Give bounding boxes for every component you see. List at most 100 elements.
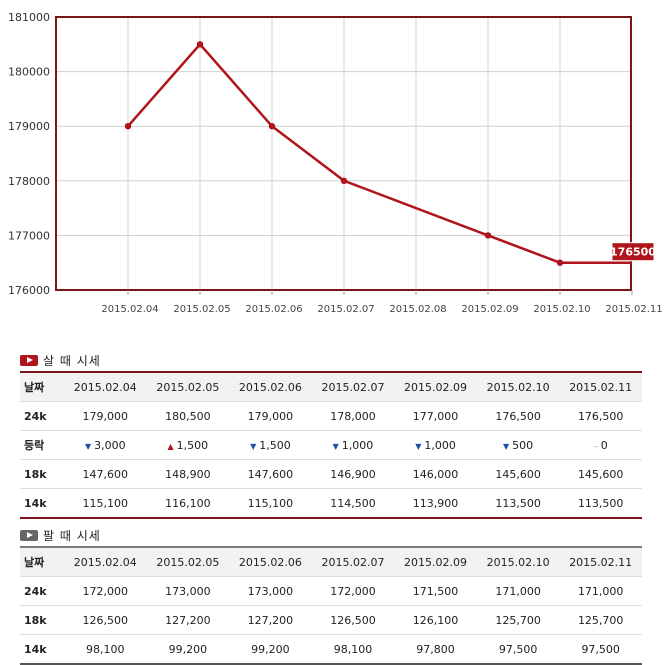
y-tick-label: 176000 xyxy=(8,284,50,297)
price-cell: 115,100 xyxy=(64,488,147,519)
price-cell: 171,500 xyxy=(394,576,477,606)
buy-price-title: 살 때 시세 xyxy=(43,353,101,368)
up-arrow-icon: ▲ xyxy=(167,441,174,451)
y-tick-label: 180000 xyxy=(8,66,50,79)
date-header-cell: 2015.02.10 xyxy=(476,547,560,577)
date-header-cell: 2015.02.11 xyxy=(559,372,642,402)
last-value-label: 176500 xyxy=(610,246,656,259)
down-arrow-icon: ▼ xyxy=(503,441,510,451)
row-label: 18k xyxy=(20,605,64,635)
price-cell: 180,500 xyxy=(146,401,230,431)
last-value-badge xyxy=(611,242,655,262)
row-label: 14k xyxy=(20,634,64,665)
price-cell: 148,900 xyxy=(146,459,230,489)
price-cell: 147,600 xyxy=(64,459,147,489)
price-cell: 145,600 xyxy=(476,459,560,489)
down-arrow-icon: ▼ xyxy=(332,441,339,451)
flat-dash-icon: – xyxy=(593,441,598,451)
change-value: 3,000 xyxy=(94,438,126,452)
buy-price-section: 살 때 시세 날짜 2015.02.04 2015.02.05 2015.02.06 2… xyxy=(20,349,642,519)
price-cell: ▼ 1,000 xyxy=(394,430,477,460)
row-label: 24k xyxy=(20,401,64,431)
price-cell: 126,500 xyxy=(64,605,147,635)
x-tick-label: 2015.02.09 xyxy=(461,304,518,315)
table-row: 14k 98,100 99,200 99,200 98,100 97,800 97,500 9… xyxy=(20,634,642,665)
series-line xyxy=(127,42,632,264)
price-cell: ▼ 3,000 xyxy=(64,430,147,460)
price-cell: 116,100 xyxy=(146,488,230,519)
date-column-header: 날짜 xyxy=(20,547,64,577)
price-cell: 171,000 xyxy=(476,576,560,606)
down-arrow-icon: ▼ xyxy=(415,441,422,451)
sell-price-header: 팔 때 시세 xyxy=(20,524,642,546)
sell-price-title: 팔 때 시세 xyxy=(43,528,101,543)
date-header-cell: 2015.02.04 xyxy=(64,547,147,577)
price-cell: 172,000 xyxy=(64,576,147,606)
price-cell: 97,500 xyxy=(476,634,560,665)
price-cell: 127,200 xyxy=(146,605,230,635)
x-tick-label: 2015.02.08 xyxy=(389,304,446,315)
play-icon xyxy=(20,529,38,541)
price-cell: 173,000 xyxy=(229,576,312,606)
price-cell: 172,000 xyxy=(311,576,395,606)
date-header-cell: 2015.02.05 xyxy=(146,372,230,402)
price-cell: 97,800 xyxy=(394,634,477,665)
price-cell: 176,500 xyxy=(476,401,560,431)
data-point xyxy=(124,123,132,130)
price-cell: 145,600 xyxy=(559,459,642,489)
buy-price-table: 날짜 2015.02.04 2015.02.05 2015.02.06 2015.02.… xyxy=(20,371,642,519)
table-row: 18k 126,500 127,200 127,200 126,500 126,100 12… xyxy=(20,605,642,635)
y-tick-label: 179000 xyxy=(8,120,50,133)
y-tick-label: 178000 xyxy=(8,175,50,188)
sell-price-section: 팔 때 시세 날짜 2015.02.04 2015.02.05 2015.02.06 2… xyxy=(20,524,642,665)
y-tick-label: 181000 xyxy=(8,11,50,24)
sell-price-table: 날짜 2015.02.04 2015.02.05 2015.02.06 2015.02.… xyxy=(20,546,642,665)
price-cell: 177,000 xyxy=(394,401,477,431)
x-tick-label: 2015.02.10 xyxy=(533,304,590,315)
data-point xyxy=(556,259,564,266)
price-cell: 146,900 xyxy=(311,459,395,489)
date-header-cell: 2015.02.04 xyxy=(64,372,147,402)
down-arrow-icon: ▼ xyxy=(84,441,92,451)
row-label: 24k xyxy=(20,576,64,606)
date-header-cell: 2015.02.06 xyxy=(229,547,312,577)
change-value: 1,500 xyxy=(259,438,291,452)
price-cell: 127,200 xyxy=(229,605,312,635)
data-point xyxy=(268,123,276,130)
date-header-cell: 2015.02.07 xyxy=(311,372,395,402)
change-value: 1,500 xyxy=(176,438,209,452)
down-arrow-icon: ▼ xyxy=(250,441,257,451)
price-cell: 176,500 xyxy=(559,401,642,431)
date-header-cell: 2015.02.06 xyxy=(229,372,312,402)
row-label: 18k xyxy=(20,459,64,489)
change-value: 500 xyxy=(512,438,534,452)
price-cell: 114,500 xyxy=(311,488,395,519)
price-cell: 179,000 xyxy=(229,401,312,431)
x-tick-label: 2015.02.05 xyxy=(173,304,230,315)
price-cell: 147,600 xyxy=(229,459,312,489)
price-cell: 146,000 xyxy=(394,459,477,489)
date-header-cell: 2015.02.09 xyxy=(394,372,477,402)
table-row: 18k 147,600 148,900 147,600 146,900 146,000 14… xyxy=(20,459,642,489)
price-cell: ▼ 500 xyxy=(476,430,560,460)
price-cell: 99,200 xyxy=(146,634,230,665)
change-value: 0 xyxy=(600,438,608,452)
price-cell: 171,000 xyxy=(559,576,642,606)
price-cell: ▼ 1,500 xyxy=(229,430,312,460)
table-row: 24k 172,000 173,000 173,000 172,000 171,500 17… xyxy=(20,576,642,606)
y-tick-label: 177000 xyxy=(8,229,50,242)
price-cell: 115,100 xyxy=(229,488,312,519)
price-cell: 126,100 xyxy=(394,605,477,635)
table-header-row: 날짜 2015.02.04 2015.02.05 2015.02.06 2015.02.… xyxy=(20,372,642,402)
price-cell: 113,900 xyxy=(394,488,477,519)
price-cell: 125,700 xyxy=(476,605,560,635)
date-header-cell: 2015.02.07 xyxy=(311,547,395,577)
data-point xyxy=(196,41,204,48)
price-cell: 98,100 xyxy=(311,634,395,665)
price-cell: ▼ 1,000 xyxy=(311,430,395,460)
row-label: 14k xyxy=(20,488,64,519)
price-cell: –0 xyxy=(559,430,642,460)
date-header-cell: 2015.02.09 xyxy=(394,547,477,577)
table-row: 14k 115,100 116,100 115,100 114,500 113,900 11… xyxy=(20,488,642,519)
price-cell: 126,500 xyxy=(311,605,395,635)
